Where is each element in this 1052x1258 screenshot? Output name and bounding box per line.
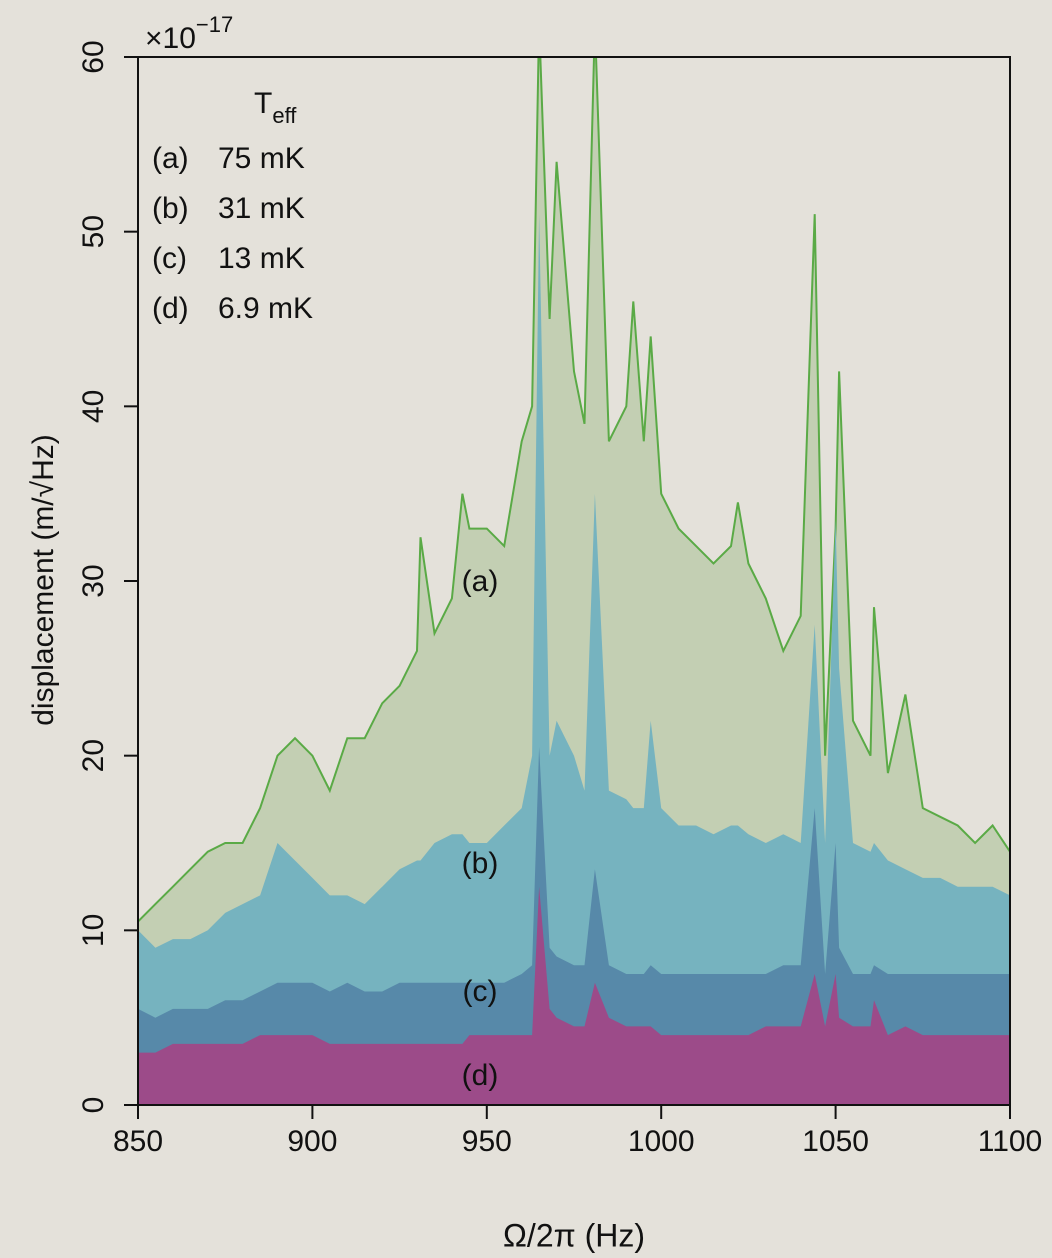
y-tick-label: 60 (77, 40, 110, 73)
line (138, 57, 1010, 923)
legend-value: 6.9 mK (218, 292, 313, 325)
y-tick-label: 40 (77, 390, 110, 423)
x-axis-label: Ω/2π (Hz) (503, 1217, 645, 1253)
area (138, 746, 1010, 1105)
y-multiplier: ×10−17 (145, 12, 233, 55)
y-tick-label: 30 (77, 564, 110, 597)
series-label: (d) (462, 1059, 499, 1092)
legend-value: 13 mK (218, 242, 305, 275)
legend-value: 75 mK (218, 142, 305, 175)
plot-area (138, 57, 1010, 1105)
x-tick-label: 1050 (802, 1125, 869, 1158)
x-tick-label: 950 (462, 1125, 512, 1158)
legend-title: Teff (254, 87, 297, 128)
series-label: (c) (463, 975, 498, 1008)
x-tick-label: 1100 (978, 1125, 1043, 1158)
legend-value: 31 mK (218, 192, 305, 225)
legend-key: (d) (152, 292, 189, 325)
y-tick-label: 50 (77, 215, 110, 248)
y-tick-label: 0 (77, 1097, 110, 1114)
y-tick-label: 20 (77, 739, 110, 772)
x-tick-label: 1000 (628, 1125, 695, 1158)
series-label: (b) (462, 847, 499, 880)
series-label: (a) (462, 565, 499, 598)
y-axis-label: displacement (m/√Hz) (27, 434, 60, 726)
x-tick-label: 850 (113, 1125, 163, 1158)
legend-key: (a) (152, 142, 189, 175)
y-tick-label: 10 (77, 914, 110, 947)
legend-key: (b) (152, 192, 189, 225)
x-tick-label: 900 (287, 1125, 337, 1158)
area (138, 886, 1010, 1105)
area (138, 214, 1010, 1105)
legend-key: (c) (152, 242, 187, 275)
